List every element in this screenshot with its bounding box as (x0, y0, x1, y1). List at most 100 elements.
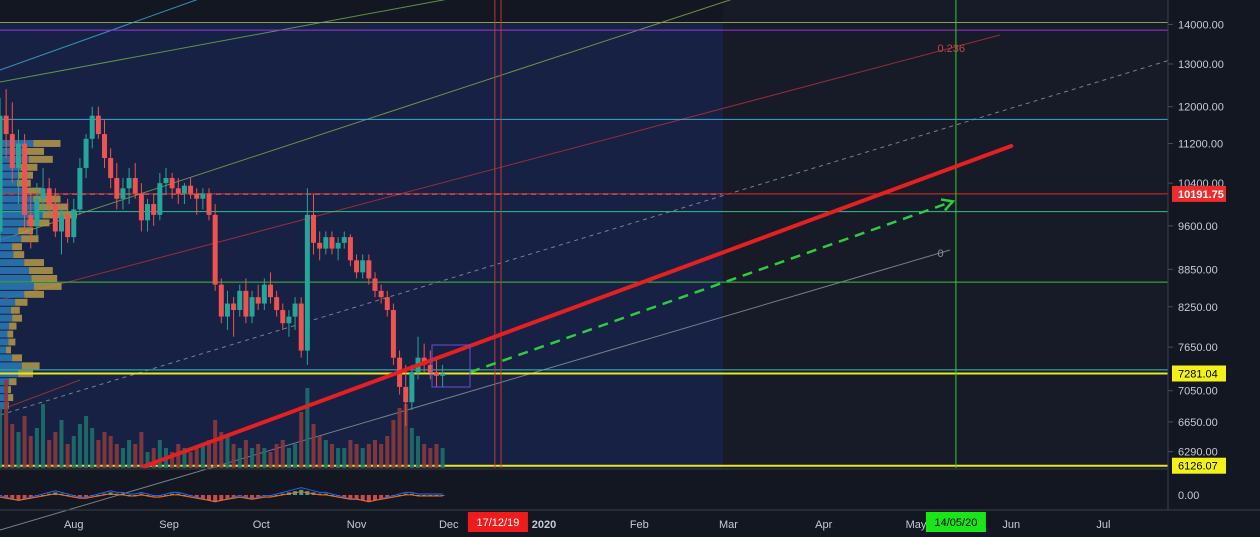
profile-down-row (33, 140, 61, 147)
time-tick-label: Jun (1002, 519, 1020, 531)
profile-up-row (0, 203, 38, 211)
candle-body (261, 284, 267, 304)
volume-bar (280, 440, 285, 468)
price-axis-panel[interactable] (1168, 0, 1260, 510)
histogram-bar (207, 495, 212, 501)
volume-bar (293, 444, 298, 468)
profile-up-row (0, 290, 25, 298)
candlesticks (0, 89, 446, 426)
histogram-bar (280, 493, 285, 495)
volume-bar (323, 440, 328, 468)
price-label-text: 10191.75 (1178, 189, 1224, 201)
candle-body (372, 278, 378, 291)
profile-up-row (0, 171, 19, 179)
time-tick-label: Apr (815, 519, 832, 531)
candle-body (433, 372, 439, 376)
price-tick-label: 12000.00 (1178, 102, 1224, 114)
time-tick-label: Aug (64, 519, 84, 531)
profile-up-row (0, 235, 22, 243)
price-label-text: 7281.04 (1178, 368, 1218, 380)
volume-bar (243, 440, 248, 468)
price-tick-label: 8250.00 (1178, 302, 1218, 314)
histogram-bar (354, 495, 359, 499)
profile-down-row (10, 306, 20, 314)
time-tick-label: Oct (253, 519, 270, 531)
candle-body (151, 204, 157, 215)
histogram-bar (16, 495, 21, 501)
candle-body (157, 183, 163, 215)
date-label-text: 17/12/19 (477, 517, 520, 529)
profile-up-row (0, 243, 13, 251)
profile-down-row (21, 362, 40, 370)
volume-bar (366, 444, 371, 468)
volume-bar (416, 436, 421, 468)
histogram-bar (428, 495, 433, 496)
histogram-bar (274, 495, 279, 496)
fib-label-1: 0 (937, 248, 943, 260)
profile-down-row (24, 259, 44, 267)
price-tick-label: 6650.00 (1178, 417, 1218, 429)
profile-up-row (0, 187, 23, 195)
histogram-bar (22, 495, 27, 499)
histogram-bar (256, 495, 261, 498)
volume-bar (422, 444, 427, 468)
projection-arrow (469, 200, 954, 374)
profile-up-row (0, 219, 28, 227)
volume-bar (47, 440, 52, 468)
profile-up-row (0, 354, 13, 362)
date-label-bg (925, 512, 986, 532)
histogram-bar (231, 495, 236, 498)
histogram-bar (225, 495, 230, 499)
fib-line-3 (0, 34, 1001, 301)
time-tick-label: Dec (439, 519, 459, 531)
profile-down-row (29, 267, 53, 274)
candle-body (138, 193, 144, 221)
volume-bar (194, 448, 199, 468)
candle-body (120, 188, 126, 199)
histogram-bar (77, 495, 82, 498)
histogram-bar (366, 495, 371, 502)
histogram-bar (329, 495, 334, 496)
candle-body (28, 214, 34, 226)
volume-bar (262, 448, 267, 468)
histogram-bar (114, 493, 119, 495)
profile-down-row (6, 386, 11, 394)
candle-body (280, 310, 286, 324)
time-tick-label: Jul (1096, 519, 1110, 531)
time-axis[interactable]: Aug Sep Oct Nov Dec 2020 Feb Mar Apr May Jun Jul (64, 519, 1111, 531)
volume-bar (207, 440, 212, 468)
time-tick-label: Feb (630, 519, 649, 531)
fib-labels: 0.236 0 (937, 43, 965, 260)
candle-body (360, 260, 366, 273)
time-tick-label: Mar (719, 519, 738, 531)
candle-body (341, 237, 347, 243)
volume-bar (188, 452, 193, 468)
volume-bar (336, 448, 341, 468)
candle-body (114, 178, 120, 199)
profile-up-row (0, 346, 7, 354)
histogram-bar (409, 493, 414, 495)
volume-bar (71, 436, 76, 468)
histogram-bar (403, 493, 408, 495)
candle-body (274, 297, 280, 311)
histogram-bar (84, 495, 89, 498)
candle-body (34, 198, 40, 226)
profile-up-row (0, 211, 43, 219)
histogram-bar (250, 495, 255, 499)
histogram-bar (28, 495, 33, 498)
volume-bar (170, 452, 175, 468)
candle-body (65, 214, 71, 238)
candle-body (15, 143, 21, 168)
histogram-bar (379, 495, 384, 499)
histogram-bar (47, 493, 52, 495)
candle-body (390, 310, 396, 358)
candle-body (52, 204, 58, 232)
histogram-bar (145, 495, 150, 496)
profile-down-row (21, 235, 39, 243)
candle-body (132, 178, 138, 194)
candle-body (243, 290, 249, 317)
candle-body (200, 193, 206, 199)
candle-body (384, 297, 390, 311)
candle-body (409, 372, 415, 403)
